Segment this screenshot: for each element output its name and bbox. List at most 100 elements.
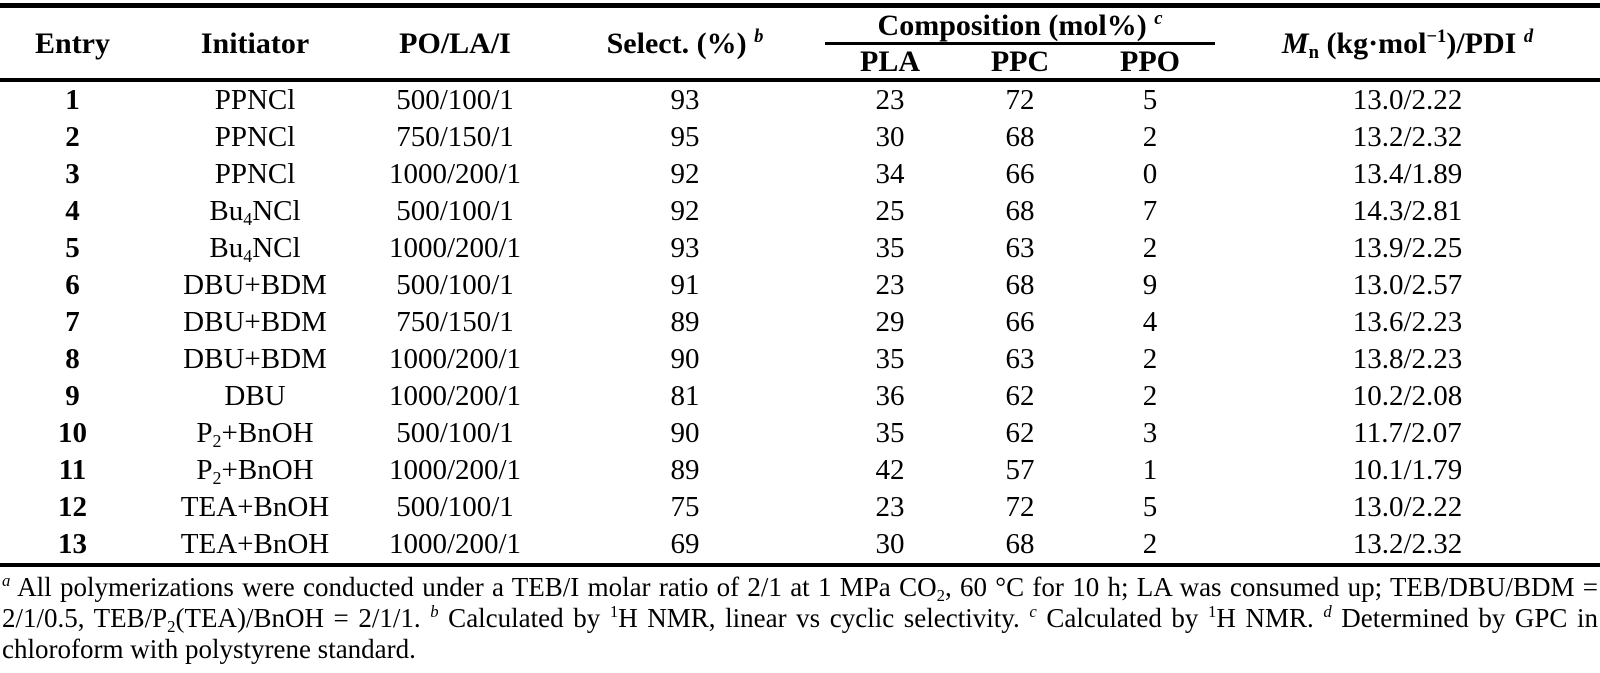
- col-header-ppo: PPO: [1120, 45, 1181, 78]
- cell-entry: 12: [58, 490, 87, 523]
- cell-pla: 30: [875, 527, 905, 560]
- cell-pla: 36: [875, 379, 905, 412]
- cell-entry: 9: [65, 379, 80, 412]
- cell-ppc: 68: [1005, 120, 1035, 153]
- cell-select: 69: [670, 527, 700, 560]
- col-header-entry: Entry: [35, 26, 110, 60]
- cell-ppc: 66: [1005, 157, 1035, 190]
- table-row: 5 Bu4NCl 1000/200/1 93 35 63 2 13.9/2.25: [0, 230, 1600, 267]
- cell-ppc: 66: [1005, 305, 1035, 338]
- cell-ppo: 7: [1142, 194, 1158, 227]
- cell-mn-pdi: 13.2/2.32: [1352, 120, 1463, 153]
- cell-ppo: 0: [1142, 157, 1158, 190]
- cell-select: 93: [670, 231, 700, 264]
- cell-entry: 6: [65, 268, 80, 301]
- header-row-top: Entry Initiator PO/LA/I Select. (%) b Co…: [0, 5, 1600, 62]
- cell-mn-pdi: 13.8/2.23: [1352, 342, 1463, 375]
- cell-pla: 30: [875, 120, 905, 153]
- cell-initiator: DBU+BDM: [183, 342, 327, 375]
- cell-entry: 4: [65, 194, 80, 227]
- cell-mn-pdi: 10.1/1.79: [1352, 453, 1463, 486]
- col-header-mn-pdi: Mn (kg·mol−1)/PDI d: [1281, 25, 1534, 63]
- cell-mn-pdi: 13.0/2.22: [1352, 490, 1463, 523]
- cell-entry: 5: [65, 231, 80, 264]
- cell-ppo: 4: [1142, 305, 1158, 338]
- cell-pla: 42: [875, 453, 905, 486]
- table-row: 12 TEA+BnOH 500/100/1 75 23 72 5 13.0/2.22: [0, 489, 1600, 526]
- cell-mn-pdi: 10.2/2.08: [1352, 379, 1463, 412]
- cell-po-la-i: 500/100/1: [396, 83, 514, 116]
- cell-select: 90: [670, 416, 700, 449]
- table-row: 7 DBU+BDM 750/150/1 89 29 66 4 13.6/2.23: [0, 304, 1600, 341]
- table-row: 13 TEA+BnOH 1000/200/1 69 30 68 2 13.2/2.32: [0, 526, 1600, 565]
- cell-entry: 2: [65, 120, 80, 153]
- cell-select: 89: [670, 305, 700, 338]
- table-row: 9 DBU 1000/200/1 81 36 62 2 10.2/2.08: [0, 378, 1600, 415]
- cell-pla: 23: [875, 268, 905, 301]
- cell-initiator: TEA+BnOH: [180, 527, 330, 560]
- cell-ppc: 68: [1005, 527, 1035, 560]
- cell-po-la-i: 500/100/1: [396, 490, 514, 523]
- table-footnotes: a All polymerizations were conducted und…: [2, 571, 1599, 665]
- cell-po-la-i: 500/100/1: [396, 416, 514, 449]
- cell-initiator: TEA+BnOH: [180, 490, 330, 523]
- col-header-pla: PLA: [860, 45, 920, 78]
- col-header-ppc: PPC: [990, 45, 1050, 78]
- cell-ppo: 2: [1142, 231, 1158, 264]
- cell-select: 95: [670, 120, 700, 153]
- cell-pla: 34: [875, 157, 905, 190]
- cell-mn-pdi: 11.7/2.07: [1353, 416, 1462, 449]
- cell-initiator: PPNCl: [214, 120, 296, 153]
- cell-initiator: P2+BnOH: [196, 416, 314, 451]
- cell-initiator: Bu4NCl: [209, 194, 301, 229]
- cell-select: 92: [670, 194, 700, 227]
- cell-initiator: DBU+BDM: [183, 268, 327, 301]
- table-row: 1 PPNCl 500/100/1 93 23 72 5 13.0/2.22: [0, 80, 1600, 119]
- cell-po-la-i: 1000/200/1: [388, 453, 522, 486]
- cell-ppo: 5: [1142, 83, 1158, 116]
- cell-entry: 11: [58, 453, 87, 486]
- cell-ppc: 68: [1005, 194, 1035, 227]
- cell-ppc: 63: [1005, 342, 1035, 375]
- table-row: 10 P2+BnOH 500/100/1 90 35 62 3 11.7/2.07: [0, 415, 1600, 452]
- table-row: 4 Bu4NCl 500/100/1 92 25 68 7 14.3/2.81: [0, 193, 1600, 230]
- cell-po-la-i: 500/100/1: [396, 268, 514, 301]
- cell-mn-pdi: 13.9/2.25: [1352, 231, 1463, 264]
- cell-pla: 35: [875, 231, 905, 264]
- cell-select: 91: [670, 268, 700, 301]
- cell-select: 92: [670, 157, 700, 190]
- cell-ppc: 72: [1005, 83, 1035, 116]
- table-row: 8 DBU+BDM 1000/200/1 90 35 63 2 13.8/2.23: [0, 341, 1600, 378]
- table-header: Entry Initiator PO/LA/I Select. (%) b Co…: [0, 5, 1600, 81]
- col-header-composition: Composition (mol%) c: [825, 5, 1216, 45]
- cell-ppc: 62: [1005, 416, 1035, 449]
- cell-initiator: PPNCl: [214, 83, 296, 116]
- cell-ppo: 2: [1142, 120, 1158, 153]
- cell-ppc: 62: [1005, 379, 1035, 412]
- cell-initiator: PPNCl: [214, 157, 296, 190]
- cell-select: 81: [670, 379, 700, 412]
- cell-ppc: 72: [1005, 490, 1035, 523]
- cell-ppo: 1: [1142, 453, 1158, 486]
- cell-pla: 23: [875, 83, 905, 116]
- cell-ppo: 2: [1142, 527, 1158, 560]
- table-body: 1 PPNCl 500/100/1 93 23 72 5 13.0/2.22 2 PPNCl 750…: [0, 80, 1600, 565]
- header-row-sub: PLA PPC PPO: [0, 44, 1600, 81]
- cell-po-la-i: 1000/200/1: [388, 231, 522, 264]
- col-header-po-la-i: PO/LA/I: [399, 26, 511, 60]
- cell-po-la-i: 1000/200/1: [388, 157, 522, 190]
- cell-entry: 10: [58, 416, 87, 449]
- cell-initiator: DBU+BDM: [183, 305, 327, 338]
- cell-mn-pdi: 13.0/2.22: [1352, 83, 1463, 116]
- cell-initiator: DBU: [224, 379, 286, 412]
- cell-ppc: 68: [1005, 268, 1035, 301]
- cell-entry: 1: [65, 83, 80, 116]
- cell-select: 90: [670, 342, 700, 375]
- cell-pla: 23: [875, 490, 905, 523]
- cell-entry: 3: [65, 157, 80, 190]
- cell-po-la-i: 750/150/1: [396, 305, 514, 338]
- cell-ppo: 2: [1142, 342, 1158, 375]
- cell-ppo: 3: [1142, 416, 1158, 449]
- cell-initiator: P2+BnOH: [196, 453, 314, 488]
